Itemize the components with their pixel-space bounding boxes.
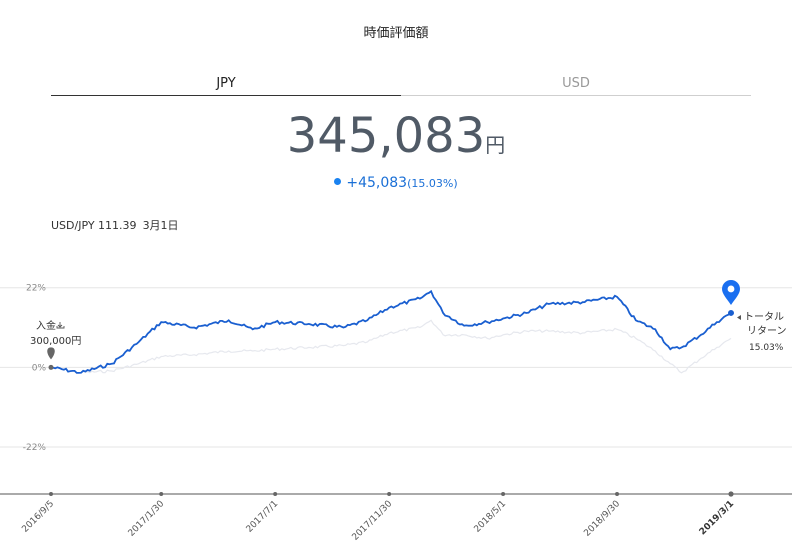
y-tick-label: -22% (23, 443, 47, 453)
download-tray-icon (56, 322, 65, 329)
fx-date: 3月1日 (142, 219, 179, 232)
x-tick-label: 2018/5/1 (473, 499, 509, 535)
x-tick-label: 2016/9/5 (20, 499, 56, 535)
x-tick-label: 2017/1/30 (127, 499, 167, 539)
deposit-marker[interactable] (47, 347, 55, 370)
caret-left-icon (737, 315, 741, 320)
change-amount: +45,083 (346, 175, 408, 191)
total-return-label-2: リターン (747, 325, 787, 337)
x-tick-dot (49, 492, 53, 496)
deposit-amount: 300,000円 (30, 336, 81, 347)
y-tick-label: 22% (26, 284, 46, 294)
x-tick-label: 2019/3/1 (698, 499, 736, 537)
change-dot-icon (334, 178, 342, 185)
fx-pair-rate: USD/JPY 111.39 (51, 219, 137, 232)
deposit-point (48, 364, 54, 370)
x-tick-dot (615, 492, 620, 496)
chart-grid (0, 287, 792, 448)
x-tick-dot (728, 491, 734, 497)
x-tick-dot (273, 492, 278, 496)
x-tick-dot (159, 492, 164, 496)
x-tick-label: 2017/7/1 (245, 499, 281, 535)
valuation-change: +45,083(15.03%) (0, 175, 792, 191)
fx-rate: USD/JPY 111.39 3月1日 (51, 217, 185, 233)
y-tick-label: 0% (32, 363, 47, 373)
x-tick-dot (387, 492, 392, 496)
total-return-value: 15.03% (749, 343, 784, 353)
x-tick-label: 2018/9/30 (582, 499, 622, 539)
valuation-amount: 345,083円 (0, 108, 792, 164)
current-marker[interactable] (722, 279, 740, 316)
series-main-line (50, 289, 732, 374)
valuation-unit: 円 (485, 133, 506, 157)
currency-tabs: JPY USD (51, 74, 751, 96)
map-pin-icon (47, 347, 55, 360)
y-axis-labels: 22% 0% -22% (23, 284, 47, 453)
series-compare-line (50, 319, 732, 374)
page-title: 時価評価額 (363, 26, 429, 41)
change-percent: (15.03%) (407, 177, 458, 190)
location-pin-icon (722, 279, 740, 305)
x-tick-dot (501, 492, 506, 496)
tab-usd[interactable]: USD (401, 74, 751, 96)
deposit-label: 入金 (36, 319, 56, 332)
pin-hole (727, 285, 735, 293)
x-axis-ticks: 2016/9/5 2017/1/30 2017/7/1 2017/11/30 2018/… (20, 491, 736, 543)
total-return-label-1: トータル (744, 311, 784, 323)
valuation-number: 345,083 (286, 108, 486, 164)
tab-jpy[interactable]: JPY (51, 74, 401, 96)
x-tick-label: 2017/11/30 (350, 499, 394, 543)
current-point (728, 309, 734, 316)
